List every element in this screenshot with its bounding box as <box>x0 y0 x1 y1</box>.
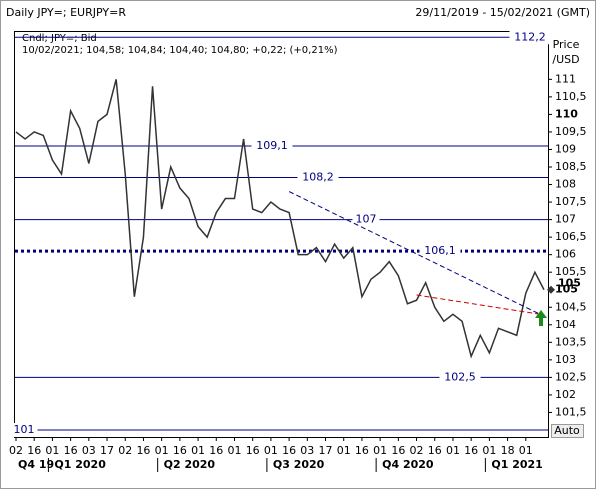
level-label: 106,1 <box>424 244 456 257</box>
trendline <box>288 191 541 315</box>
level-label-bg <box>419 244 461 259</box>
level-label: 101 <box>14 423 35 436</box>
quarter-label: Q3 2020 <box>273 458 325 471</box>
x-tick-label: 16 <box>464 444 478 457</box>
legend-line: Cndl; JPY=; Bid <box>22 33 97 44</box>
x-tick-label: 01 <box>373 444 387 457</box>
level-label-bg <box>251 138 293 153</box>
level-label: 109,1 <box>256 139 288 152</box>
x-tick-label: 01 <box>155 444 169 457</box>
x-tick-label: 01 <box>446 444 460 457</box>
x-tick-label: 16 <box>355 444 369 457</box>
last-price-label: 105 <box>558 277 581 290</box>
y-tick-label: 102,5 <box>555 370 587 383</box>
y-tick-label: 103 <box>555 353 576 366</box>
y-tick-label: 108,5 <box>555 160 587 173</box>
y-tick-label: 107 <box>555 213 576 226</box>
x-tick-label: 01 <box>264 444 278 457</box>
x-tick-label: 01 <box>519 444 533 457</box>
y-tick-label: 110 <box>555 107 578 120</box>
x-tick-label: 16 <box>428 444 442 457</box>
quarter-label: Q4 19 <box>18 458 54 471</box>
y-tick-label: 109 <box>555 142 576 155</box>
x-tick-label: 03 <box>82 444 96 457</box>
y-tick-label: 105 <box>555 283 578 296</box>
x-tick-label: 16 <box>173 444 187 457</box>
x-tick-label: 16 <box>391 444 405 457</box>
quarter-label: Q4 2020 <box>382 458 434 471</box>
level-label-bg <box>297 170 339 185</box>
x-tick-label: 02 <box>118 444 132 457</box>
x-tick-label: 01 <box>482 444 496 457</box>
y-tick-label: 104 <box>555 318 576 331</box>
level-label: 112,2 <box>514 30 546 43</box>
trendline <box>416 294 541 315</box>
y-tick-label: 106,5 <box>555 230 587 243</box>
x-tick-label: 16 <box>64 444 78 457</box>
auto-button[interactable] <box>551 424 584 438</box>
chart-title: Daily JPY=; EURJPY=R <box>6 6 126 19</box>
x-tick-label: 16 <box>282 444 296 457</box>
level-label-bg <box>509 30 551 45</box>
last-price-marker <box>547 285 555 294</box>
level-label-bg <box>439 370 481 385</box>
price-line <box>15 79 545 359</box>
y-tick-label: 103,5 <box>555 335 587 348</box>
signal-arrow <box>535 310 547 326</box>
quarter-label: Q1 2021 <box>491 458 542 471</box>
y-tick-label: 107,5 <box>555 195 587 208</box>
y-tick-label: 111 <box>555 72 576 85</box>
x-tick-label: 16 <box>27 444 41 457</box>
y-tick-label: 105,5 <box>555 265 587 278</box>
x-tick-label: 01 <box>337 444 351 457</box>
y-tick-label: 110,5 <box>555 90 587 103</box>
x-tick-label: 17 <box>100 444 114 457</box>
y-tick-label: 109,5 <box>555 125 587 138</box>
y-tick-label: 104,5 <box>555 300 587 313</box>
y-tick-label: 108 <box>555 178 576 191</box>
x-tick-label: 01 <box>45 444 59 457</box>
y-tick-label: 102 <box>555 388 576 401</box>
x-tick-label: 02 <box>9 444 23 457</box>
y-tick-label: 106 <box>555 248 576 261</box>
x-tick-label: 16 <box>136 444 150 457</box>
date-range: 29/11/2019 - 15/02/2021 (GMT) <box>415 6 590 19</box>
x-tick-label: 01 <box>191 444 205 457</box>
x-tick-label: 18 <box>501 444 515 457</box>
y-tick-label: 101,5 <box>555 405 587 418</box>
level-label-bg <box>10 422 38 437</box>
auto-button-label[interactable]: Auto <box>554 424 580 437</box>
x-tick-label: 03 <box>300 444 314 457</box>
axis-label: Price <box>553 38 580 51</box>
legend-line: 10/02/2021; 104,58; 104,84; 104,40; 104,… <box>22 45 338 56</box>
x-tick-label: 01 <box>227 444 241 457</box>
x-tick-label: 17 <box>319 444 333 457</box>
x-tick-label: 16 <box>209 444 223 457</box>
level-label: 102,5 <box>444 370 476 383</box>
x-tick-label: 02 <box>410 444 424 457</box>
level-label: 107 <box>356 213 377 226</box>
level-label: 108,2 <box>302 171 334 184</box>
quarter-label: Q2 2020 <box>164 458 216 471</box>
plot-area <box>14 31 549 438</box>
x-tick-label: 16 <box>246 444 260 457</box>
axis-label: /USD <box>552 53 579 66</box>
quarter-label: Q1 2020 <box>54 458 106 471</box>
level-label-bg <box>352 212 380 227</box>
